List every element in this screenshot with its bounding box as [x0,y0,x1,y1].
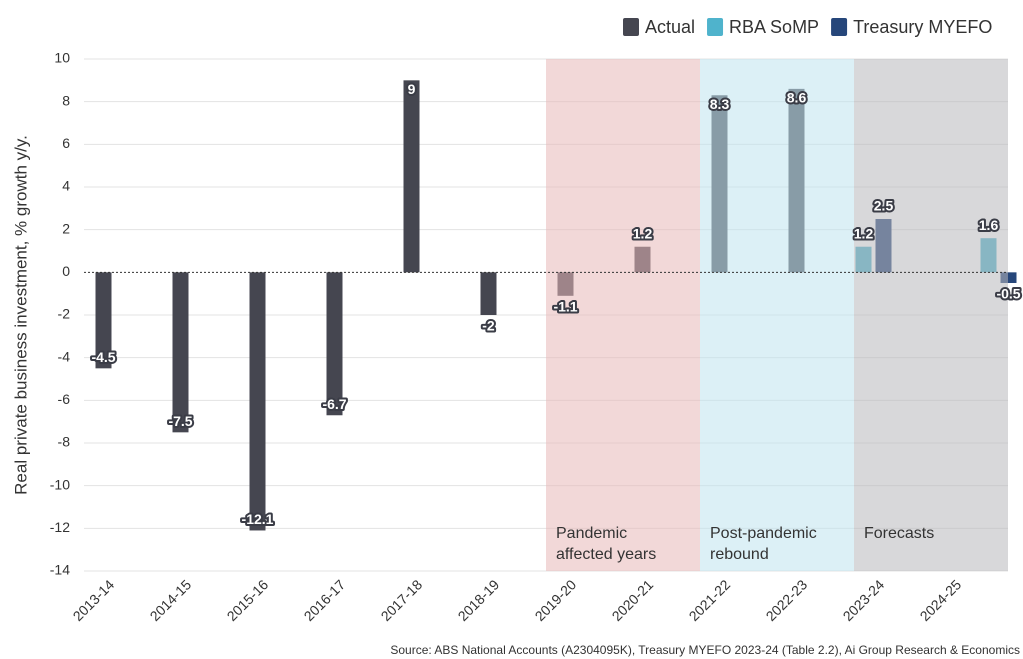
value-label: -7.5 [168,413,192,429]
value-label: 2.5 [874,198,894,214]
bar [172,272,189,433]
x-tick-label: 2022-23 [763,576,811,624]
y-tick-label: -8 [58,434,71,450]
legend-label: RBA SoMP [729,17,819,37]
y-tick-label: 8 [62,92,70,108]
value-labels: Pandemic affected years Post-pandemic rebou… [84,79,1023,563]
region-label: Forecasts [864,525,934,542]
x-tick-label: 2013-14 [70,576,118,624]
x-tick-label: 2020-21 [609,576,657,624]
y-tick-label: 6 [62,135,70,151]
value-label: -1.1 [553,299,577,315]
region-label: Post-pandemic [710,525,817,542]
y-tick-label: -12 [50,519,70,535]
value-label: -6.7 [322,396,346,412]
value-label: -2 [482,318,495,334]
legend-swatch [623,18,639,36]
value-label: 1.6 [979,217,999,233]
legend-swatch [707,18,724,36]
y-tick-label: -2 [58,306,71,322]
value-label: 1.2 [854,225,874,241]
x-tick-label: 2016-17 [301,576,349,624]
value-label: 8.3 [710,96,730,112]
x-tick-label: 2015-16 [224,576,272,624]
source-note: Source: ABS National Accounts (A2304095K… [390,643,1020,657]
x-tick-label: 2023-24 [840,576,888,624]
y-tick-label: 4 [62,178,70,194]
x-tick-label: 2014-15 [147,576,195,624]
bar [249,272,266,531]
y-tick-label: 2 [62,220,70,236]
y-tick-label: -4 [58,348,71,364]
value-label: 9 [408,81,416,97]
y-tick-label: 10 [54,50,70,66]
y-tick-label: -10 [50,476,70,492]
region-shade [546,59,700,571]
region-shade [854,59,1008,571]
y-tick-label: 0 [62,263,70,279]
value-label: -12.1 [242,511,274,527]
region-label: rebound [710,546,769,563]
value-label: -0.5 [996,286,1020,302]
legend-label: Actual [645,17,695,37]
region-label: affected years [556,546,656,563]
value-label: 8.6 [787,90,807,106]
y-tick-label: -14 [50,562,70,578]
bar [403,80,420,273]
x-tick-label: 2021-22 [686,576,734,624]
y-tick-label: -6 [58,391,71,407]
legend-label: Treasury MYEFO [853,17,992,37]
bar [95,272,112,369]
x-tick-label: 2017-18 [378,576,426,624]
legend-swatch [831,18,848,36]
x-tick-label: 2018-19 [455,576,503,624]
regions [546,59,1008,571]
value-label: 1.2 [633,225,653,241]
x-tick-label: 2024-25 [917,576,965,624]
region-shade [700,59,854,571]
x-tick-label: 2019-20 [532,576,580,624]
y-axis-label: Real private business investment, % grow… [11,135,30,495]
bar [326,272,343,416]
bar [480,272,497,315]
bar [1000,272,1017,283]
region-label: Pandemic [556,525,627,542]
value-label: -4.5 [91,349,115,365]
